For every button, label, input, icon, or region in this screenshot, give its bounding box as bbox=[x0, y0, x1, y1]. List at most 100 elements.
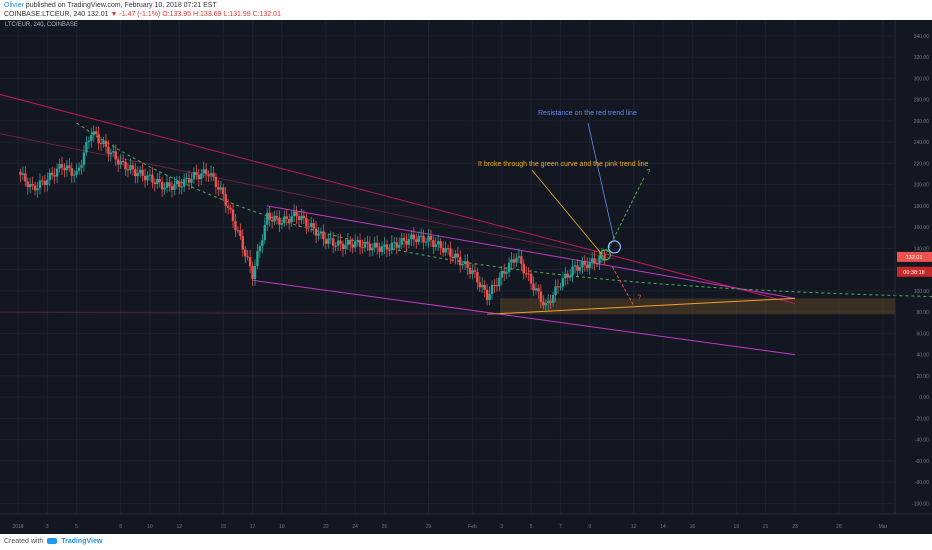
y-tick-label: 80.00 bbox=[916, 310, 929, 316]
candle-body bbox=[178, 181, 181, 187]
x-tick-label: 22 bbox=[323, 524, 329, 530]
candle-body bbox=[305, 217, 308, 227]
candle-body bbox=[571, 266, 574, 276]
symbol-label: COINBASE:LTCEUR, 240 bbox=[4, 11, 86, 18]
candle-body bbox=[280, 223, 284, 225]
x-tick-label: 19 bbox=[279, 524, 285, 530]
candle-body bbox=[219, 187, 222, 190]
candle-body bbox=[104, 140, 108, 147]
candle-body bbox=[334, 245, 337, 247]
candle-body bbox=[310, 223, 313, 227]
candle-body bbox=[339, 240, 342, 244]
candle-body bbox=[41, 180, 44, 182]
candle-body bbox=[266, 212, 269, 225]
candle-body bbox=[517, 256, 521, 258]
candle-body bbox=[295, 211, 298, 217]
candle-body bbox=[500, 270, 503, 278]
candle-body bbox=[505, 272, 508, 274]
candle-body bbox=[432, 240, 435, 247]
candle-body bbox=[529, 273, 533, 284]
candle-body bbox=[53, 175, 56, 177]
tradingview-logo-icon bbox=[47, 538, 58, 545]
y-tick-label: -80.00 bbox=[915, 480, 929, 486]
candle-body bbox=[80, 164, 83, 168]
price-chart[interactable]: 340.00320.00300.00280.00260.00240.00220.… bbox=[0, 20, 932, 534]
candle-body bbox=[390, 242, 394, 250]
candle-body bbox=[344, 244, 347, 250]
y-tick-label: 0.00 bbox=[919, 395, 929, 401]
x-tick-label: 3 bbox=[500, 524, 503, 530]
candle-body bbox=[522, 263, 525, 274]
resistance-pointer-line bbox=[587, 122, 615, 241]
candle-body bbox=[559, 286, 562, 288]
candle-body bbox=[564, 273, 567, 279]
candle-body bbox=[156, 179, 159, 185]
candle-body bbox=[566, 273, 569, 278]
broke-pointer-line bbox=[531, 169, 603, 256]
open-value: O:133.95 bbox=[162, 11, 192, 18]
candle-body bbox=[131, 165, 135, 170]
candle-body bbox=[463, 261, 467, 265]
candle-body bbox=[70, 168, 73, 176]
candle-body bbox=[187, 177, 191, 183]
candle-body bbox=[419, 235, 423, 237]
candle-body bbox=[322, 231, 325, 240]
candle-body bbox=[385, 244, 389, 250]
candle-body bbox=[29, 183, 32, 188]
candle-body bbox=[331, 238, 335, 246]
publish-info: published on TradingView.com, February 1… bbox=[25, 2, 217, 9]
candle-body bbox=[19, 171, 22, 175]
candle-body bbox=[395, 242, 398, 248]
candle-body bbox=[48, 172, 51, 180]
price-tag: 132.01 bbox=[906, 255, 923, 261]
candle-body bbox=[153, 182, 157, 185]
candle-body bbox=[375, 242, 379, 248]
candle-body bbox=[292, 211, 296, 217]
candle-body bbox=[588, 262, 591, 269]
y-tick-label: 320.00 bbox=[914, 55, 930, 61]
pink-upper bbox=[267, 205, 796, 299]
tradingview-brand[interactable]: TradingView bbox=[61, 538, 103, 545]
candle-body bbox=[302, 215, 306, 218]
candle-body bbox=[68, 165, 71, 169]
candle-body bbox=[346, 239, 350, 245]
candle-body bbox=[185, 177, 188, 179]
candle-body bbox=[160, 181, 164, 190]
candle-body bbox=[190, 179, 193, 183]
candle-body bbox=[451, 256, 455, 259]
author-link[interactable]: Olivier bbox=[4, 2, 24, 9]
candle-body bbox=[441, 247, 445, 253]
candle-body bbox=[402, 238, 406, 241]
y-tick-label: 180.00 bbox=[914, 204, 930, 210]
question-down-annotation: ? bbox=[637, 294, 641, 301]
candle-body bbox=[87, 140, 91, 143]
candle-body bbox=[363, 241, 367, 248]
candle-body bbox=[534, 288, 538, 291]
candle-body bbox=[485, 289, 489, 301]
candle-body bbox=[121, 161, 125, 163]
candle-body bbox=[358, 240, 362, 247]
x-tick-label: 15 bbox=[220, 524, 226, 530]
chart-area[interactable]: 340.00 320.00 300.00 280.00 260.00 240.00 220.… bbox=[0, 20, 932, 534]
support-zone bbox=[500, 298, 895, 315]
candle-body bbox=[134, 169, 137, 177]
candle-body bbox=[341, 243, 345, 250]
candle-body bbox=[525, 273, 528, 275]
candle-body bbox=[60, 164, 64, 169]
x-tick-label: 17 bbox=[250, 524, 256, 530]
green-curve bbox=[76, 122, 932, 298]
resistance-annotation: Resistance on the red trend line bbox=[538, 110, 637, 117]
candle-body bbox=[380, 246, 384, 252]
y-tick-label: 100.00 bbox=[914, 289, 930, 295]
candle-body bbox=[192, 172, 196, 180]
candle-body bbox=[217, 186, 220, 190]
candle-body bbox=[65, 165, 69, 171]
candle-body bbox=[481, 284, 484, 288]
x-tick-label: 26 bbox=[382, 524, 388, 530]
created-with-text: Created with bbox=[4, 538, 44, 545]
candle-body bbox=[590, 258, 594, 263]
candle-body bbox=[488, 294, 491, 301]
candle-body bbox=[288, 219, 291, 223]
candle-body bbox=[234, 221, 237, 231]
candle-body bbox=[556, 286, 560, 288]
